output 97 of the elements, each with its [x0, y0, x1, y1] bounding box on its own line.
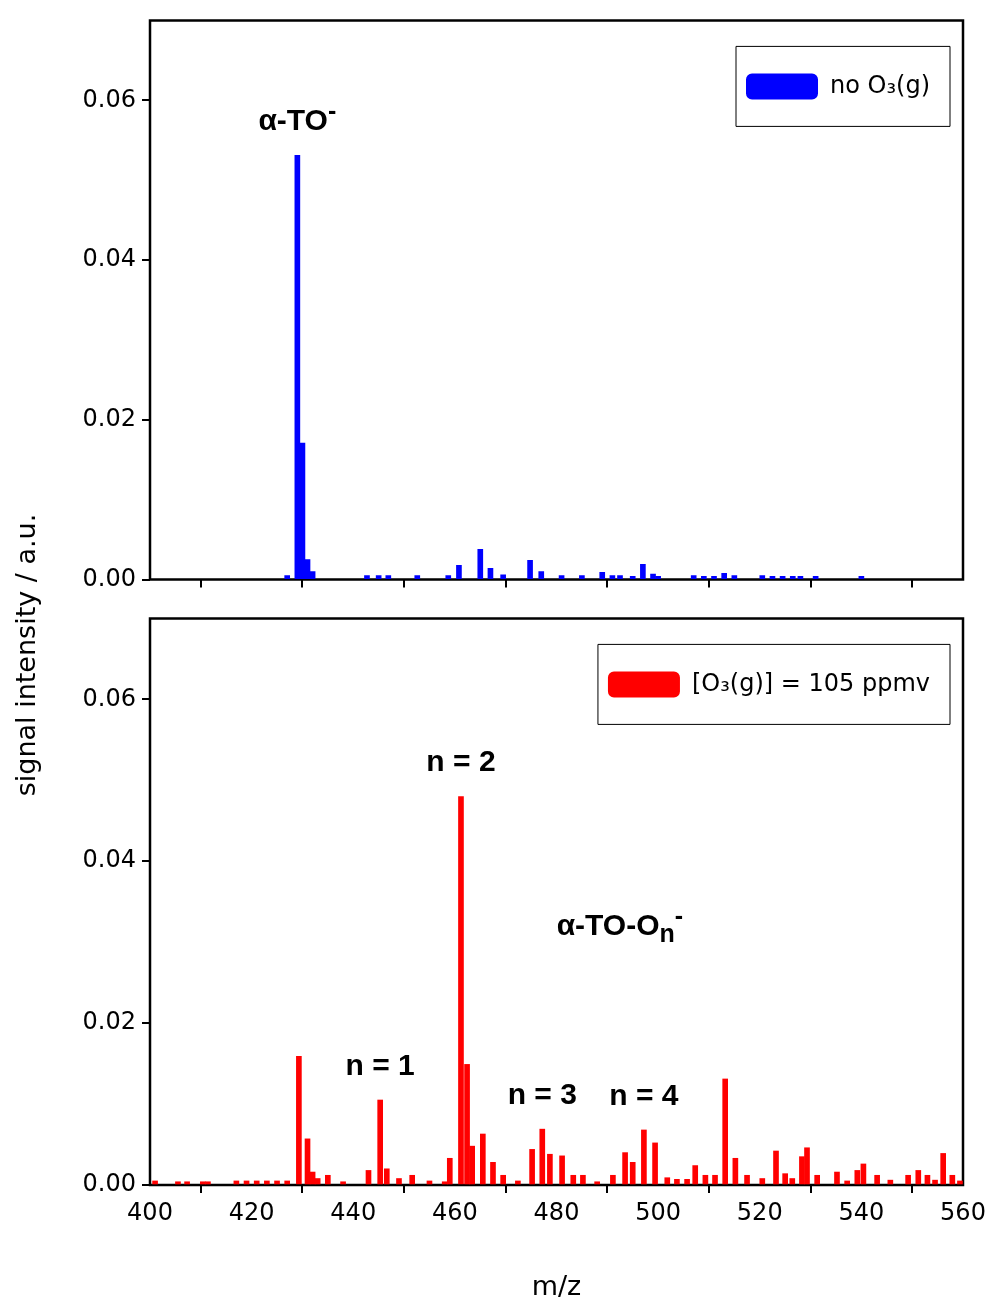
bar: [731, 575, 738, 579]
bar: [446, 1157, 453, 1185]
bar: [722, 1078, 729, 1185]
bar: [580, 1174, 586, 1185]
x-tick-label: 420: [228, 1197, 275, 1226]
bar: [479, 1133, 486, 1185]
x-axis-title: m/z: [531, 1269, 582, 1301]
bar: [797, 576, 804, 579]
bar: [184, 1181, 190, 1185]
bar: [711, 576, 717, 579]
bar: [629, 576, 636, 579]
bar: [558, 575, 565, 579]
bar: [385, 575, 392, 579]
bar: [375, 575, 382, 579]
bar: [721, 572, 728, 579]
bar: [641, 1129, 647, 1185]
bar: [940, 1153, 947, 1185]
bar: [905, 1174, 911, 1185]
legend-label: no O₃(g): [830, 70, 930, 99]
bar: [759, 1178, 766, 1185]
y-tick-label: 0.04: [82, 244, 136, 273]
bar: [547, 1153, 553, 1185]
bar: [814, 1174, 820, 1185]
bar: [874, 1174, 880, 1185]
bar: [490, 1162, 496, 1185]
annotation: n = 2: [426, 744, 496, 779]
y-tick-label: 0.06: [82, 84, 136, 113]
bar: [664, 1177, 671, 1185]
bar: [692, 1165, 699, 1185]
bar: [769, 576, 776, 579]
bar: [414, 575, 421, 579]
bar: [690, 575, 697, 579]
x-tick-label: 440: [330, 1197, 377, 1226]
x-tick-label: 560: [940, 1197, 986, 1226]
bar: [538, 571, 545, 579]
bar: [759, 575, 766, 579]
y-axis-title: signal intensity / a.u.: [9, 513, 41, 797]
bar: [409, 1174, 416, 1185]
bar: [296, 1055, 302, 1185]
bar: [812, 576, 819, 579]
y-tick-label: 0.02: [82, 1007, 136, 1036]
bar: [445, 575, 452, 579]
bar: [599, 572, 606, 579]
annotation: n = 3: [507, 1077, 577, 1112]
y-tick-label: 0.04: [82, 845, 136, 874]
bar: [773, 1150, 779, 1185]
y-tick-label: 0.00: [82, 563, 136, 592]
bar: [325, 1174, 331, 1185]
bar: [640, 564, 646, 579]
bar: [712, 1174, 718, 1185]
bar: [500, 574, 506, 579]
y-tick-label: 0.06: [82, 683, 136, 712]
bar: [579, 575, 585, 579]
bar: [364, 575, 370, 579]
bar: [527, 560, 533, 579]
bar: [594, 1181, 600, 1185]
annotation: n = 1: [345, 1048, 415, 1082]
bar: [500, 1174, 506, 1185]
bar: [701, 576, 707, 579]
bar: [340, 1181, 346, 1185]
bar: [570, 1174, 577, 1185]
bar: [175, 1181, 181, 1185]
bar: [622, 1152, 628, 1185]
bar: [744, 1174, 750, 1185]
x-tick-label: 400: [127, 1197, 173, 1226]
annotation: α-TO$^{-}$: [258, 96, 337, 138]
bar: [539, 1128, 546, 1185]
bar: [652, 1142, 658, 1185]
bar: [949, 1174, 956, 1185]
bar: [789, 576, 796, 579]
bar: [779, 576, 786, 579]
bar: [932, 1179, 938, 1185]
bar: [456, 564, 462, 579]
y-tick-label: 0.00: [82, 1169, 136, 1198]
annotation: n = 4: [609, 1077, 679, 1112]
bar: [858, 576, 865, 579]
bar: [674, 1179, 680, 1185]
bar: [684, 1179, 690, 1185]
bar: [629, 1162, 636, 1185]
bar: [610, 1174, 616, 1185]
bar: [487, 568, 494, 579]
x-tick-label: 540: [838, 1197, 885, 1226]
x-tick-label: 520: [736, 1197, 783, 1226]
bar: [284, 575, 291, 579]
bar: [617, 575, 623, 579]
x-tick-label: 460: [431, 1197, 478, 1226]
bar: [396, 1178, 402, 1185]
bar: [915, 1170, 922, 1185]
x-tick-label: 480: [533, 1197, 580, 1226]
bar: [834, 1171, 840, 1185]
y-tick-label: 0.02: [82, 404, 136, 433]
bar: [609, 575, 616, 579]
legend-label: [O₃(g)] = 105 ppmv: [691, 668, 931, 697]
bar: [477, 548, 484, 579]
x-tick-label: 500: [635, 1197, 682, 1226]
bar: [529, 1149, 535, 1185]
bar: [559, 1155, 565, 1185]
